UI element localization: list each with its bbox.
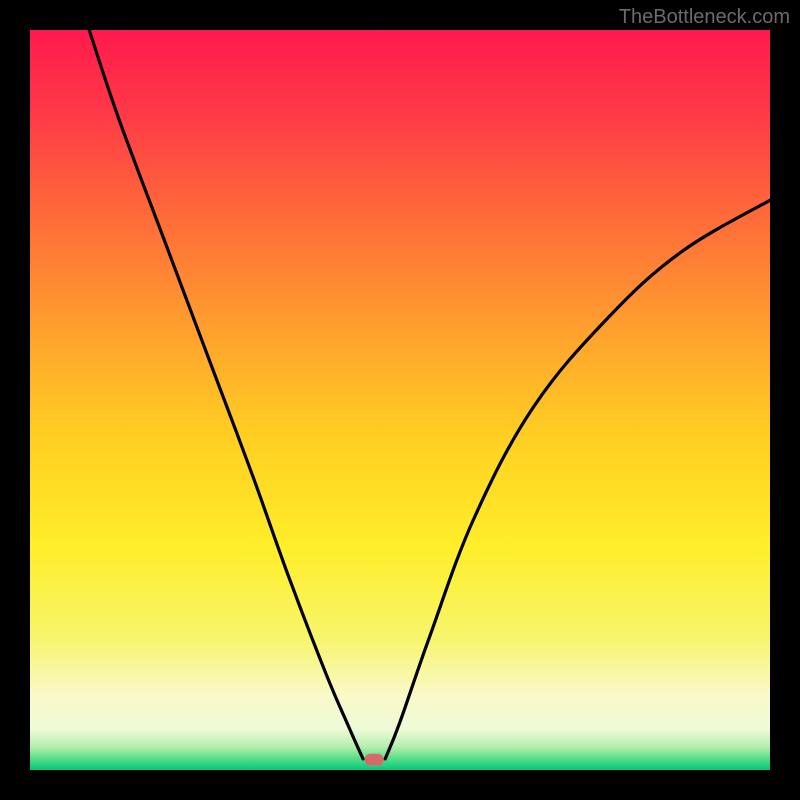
bottleneck-chart <box>0 0 800 800</box>
